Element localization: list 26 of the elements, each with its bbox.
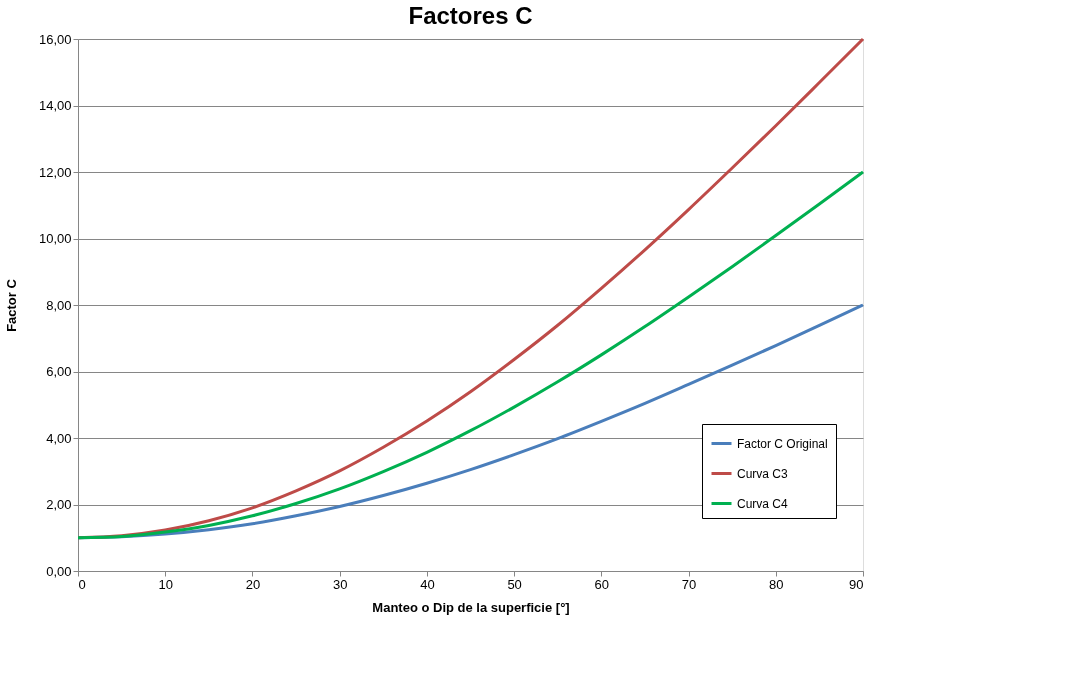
legend-label: Curva C4 [737,496,789,511]
y-tick-label: 14,00 [38,98,72,113]
x-tick-label: 40 [420,576,435,592]
y-tick-label: 16,00 [38,31,72,47]
y-tick-label: 8,00 [46,297,72,313]
x-tick-label: 20 [245,576,261,592]
x-tick-label: 70 [681,576,697,592]
chart-title: Factores C [408,2,533,29]
legend-label: Factor C Original [737,436,828,451]
x-axis-title: Manteo o Dip de la superficie [°] [372,599,570,615]
x-tick-label: 50 [507,576,522,592]
y-tick-label: 12,00 [38,164,72,180]
x-tick-label: 30 [332,576,348,592]
y-tick-label: 6,00 [46,364,72,379]
legend-label: Curva C3 [737,466,789,481]
y-tick-label: 0,00 [46,563,72,579]
y-tick-label: 4,00 [46,430,72,446]
y-tick-label: 10,00 [38,231,72,246]
x-tick-label: 0 [78,576,86,592]
x-tick-label: 80 [769,576,784,592]
x-tick-label: 90 [849,576,864,592]
y-axis-title: Factor C [3,278,19,332]
line-series [76,170,865,540]
x-tick-label: 60 [594,576,610,592]
y-tick-label: 2,00 [46,497,72,512]
x-tick-label: 10 [158,576,173,592]
